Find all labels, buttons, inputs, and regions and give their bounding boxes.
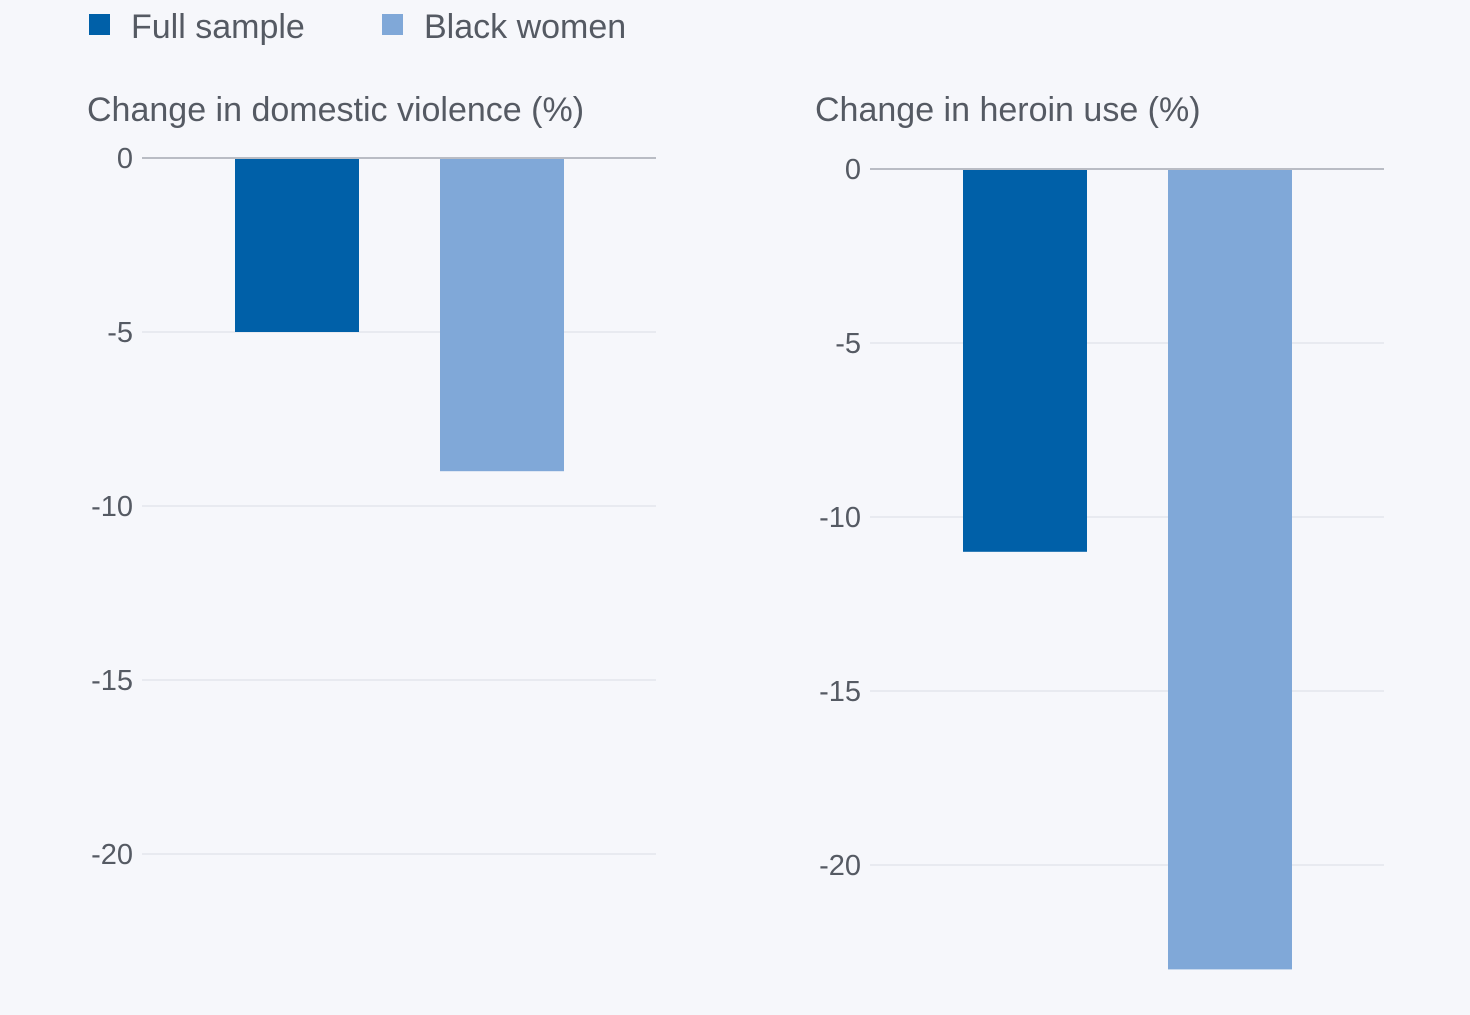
y-tick-label: -5 bbox=[107, 317, 133, 349]
legend: Full sample Black women bbox=[89, 8, 626, 46]
panel-heroin-use: Change in heroin use (%)0-5-10-15-20-25 bbox=[815, 91, 1384, 970]
y-tick-label: 0 bbox=[845, 154, 861, 186]
y-tick-label: -20 bbox=[819, 850, 861, 882]
y-tick-label: -15 bbox=[819, 676, 861, 708]
bar-black-women bbox=[440, 158, 564, 472]
bar-black-women bbox=[1168, 169, 1292, 970]
legend-swatch-1 bbox=[382, 14, 403, 35]
y-tick-label: -20 bbox=[91, 839, 133, 871]
y-tick-label: -15 bbox=[91, 665, 133, 697]
y-tick-label: -10 bbox=[819, 502, 861, 534]
panel-domestic-violence: Change in domestic violence (%) 0 -5 -10 -15… bbox=[87, 91, 656, 1015]
bar-full-sample bbox=[963, 169, 1087, 552]
y-tick-label: -10 bbox=[91, 491, 133, 523]
legend-label-0: Full sample bbox=[131, 8, 305, 46]
y-tick-label: 0 bbox=[117, 143, 133, 175]
y-tick-label: -25 bbox=[91, 1013, 133, 1015]
legend-label-1: Black women bbox=[424, 8, 626, 46]
y-tick-label: -5 bbox=[835, 328, 861, 360]
chart-title: Change in heroin use (%) bbox=[815, 91, 1201, 129]
bar-full-sample bbox=[235, 158, 359, 332]
chart-title: Change in domestic violence (%) bbox=[87, 91, 584, 129]
legend-swatch-0 bbox=[89, 14, 110, 35]
